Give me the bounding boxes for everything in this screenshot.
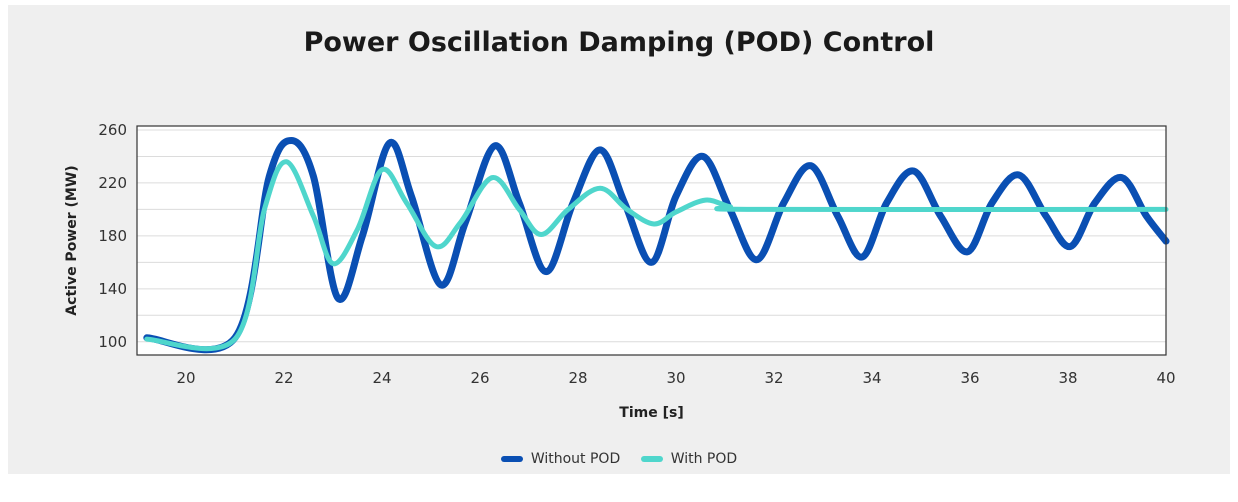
x-tick-label: 30	[666, 369, 685, 387]
y-tick-label: 180	[98, 227, 127, 245]
y-tick-label: 140	[98, 280, 127, 298]
x-tick-label: 36	[960, 369, 979, 387]
legend-item-without-pod[interactable]: Without POD	[501, 451, 620, 467]
legend-swatch	[501, 456, 523, 462]
x-tick-label: 28	[568, 369, 587, 387]
legend: Without POD With POD	[0, 450, 1238, 467]
x-tick-label: 34	[862, 369, 881, 387]
x-tick-label: 38	[1058, 369, 1077, 387]
y-tick-label: 220	[98, 174, 127, 192]
x-tick-label: 26	[470, 369, 489, 387]
x-tick-label: 40	[1156, 369, 1175, 387]
y-tick-label: 260	[98, 121, 127, 139]
x-tick-label: 24	[372, 369, 391, 387]
x-axis-label: Time [s]	[619, 405, 683, 421]
legend-swatch	[641, 456, 663, 462]
legend-label: With POD	[671, 451, 737, 467]
y-axis-label: Active Power (MW)	[64, 165, 80, 315]
x-tick-label: 32	[764, 369, 783, 387]
legend-item-with-pod[interactable]: With POD	[641, 451, 737, 467]
x-tick-label: 20	[176, 369, 195, 387]
y-tick-label: 100	[98, 333, 127, 351]
plot-area	[137, 126, 1166, 355]
legend-label: Without POD	[531, 451, 620, 467]
x-tick-label: 22	[274, 369, 293, 387]
